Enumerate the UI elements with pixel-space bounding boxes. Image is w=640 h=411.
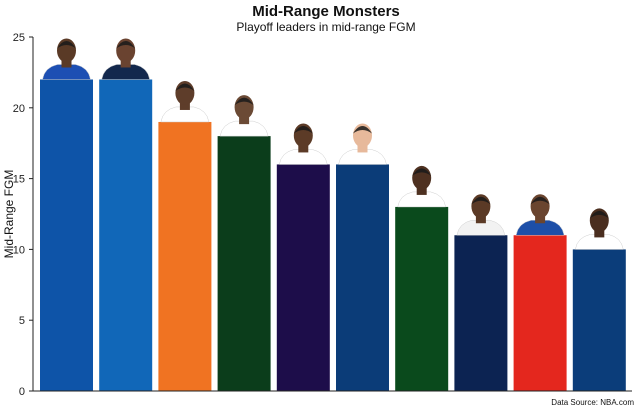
bar [454,235,508,391]
player-headshot [575,208,624,250]
player-headshot [219,95,269,137]
player-headshot [515,194,565,236]
bar [276,164,330,391]
player-headshot [101,38,150,80]
bar [158,121,212,392]
chart-subtitle: Playoff leaders in mid-range FGM [236,20,415,34]
y-tick-label: 10 [13,244,25,256]
bar [217,136,271,391]
player-headshot [160,80,210,123]
y-axis: 0 5 10 15 20 25 [13,32,33,398]
player-headshot [397,165,446,208]
bar [336,164,389,391]
y-tick-label: 25 [13,32,25,44]
data-source: Data Source: NBA.com [551,398,634,407]
bar [513,235,567,391]
player-headshot [279,123,328,165]
bar [572,249,626,391]
player-headshot [338,123,387,165]
player-headshot [42,38,91,80]
y-tick-label: 20 [13,103,25,115]
bar [40,79,93,391]
y-tick-label: 5 [19,315,25,327]
y-tick-label: 0 [19,386,25,398]
player-headshots [42,38,624,250]
y-tick-label: 15 [13,174,25,186]
bar [395,206,449,391]
y-axis-label: Mid-Range FGM [2,170,16,259]
bars [40,79,626,392]
player-headshot [456,194,506,236]
chart-title: Mid-Range Monsters [252,3,400,20]
bar [99,79,153,391]
